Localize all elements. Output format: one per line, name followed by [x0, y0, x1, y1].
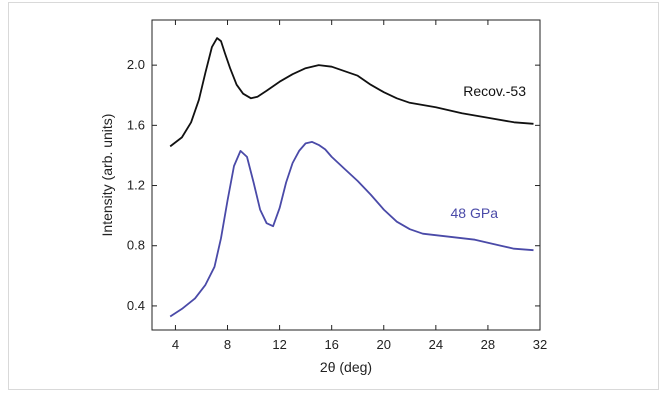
series-label-recov-53: Recov.-53 — [463, 83, 526, 99]
figure-frame — [8, 2, 659, 390]
y-axis-label: Intensity (arb. units) — [99, 114, 115, 237]
plot-frame — [151, 19, 541, 331]
x-tick-label: 12 — [272, 337, 286, 352]
series-lines — [169, 37, 534, 318]
x-tick-label: 8 — [224, 337, 231, 352]
y-tick-label: 0.4 — [127, 298, 145, 313]
series-label-48-gpa: 48 GPa — [451, 205, 499, 221]
x-tick-label: 32 — [533, 337, 547, 352]
y-tick-label: 2.0 — [127, 57, 145, 72]
x-tick-label: 16 — [324, 337, 338, 352]
x-tick-label: 24 — [429, 337, 443, 352]
series-labels: Recov.-53 48 GPa — [451, 83, 527, 221]
y-tick-label: 1.6 — [127, 117, 145, 132]
y-axis: 0.4 0.8 1.2 1.6 2.0 — [127, 57, 540, 313]
series-line-recov-53 — [169, 37, 534, 148]
x-tick-label: 4 — [172, 337, 179, 352]
y-tick-label: 1.2 — [127, 178, 145, 193]
series-line-48-gpa — [169, 141, 534, 318]
x-tick-label: 20 — [377, 337, 391, 352]
x-axis-label: 2θ (deg) — [320, 359, 372, 375]
x-tick-label: 28 — [481, 337, 495, 352]
plot-border — [151, 19, 541, 331]
y-tick-label: 0.8 — [127, 238, 145, 253]
x-axis: 4 8 12 16 20 24 28 32 — [172, 20, 547, 352]
